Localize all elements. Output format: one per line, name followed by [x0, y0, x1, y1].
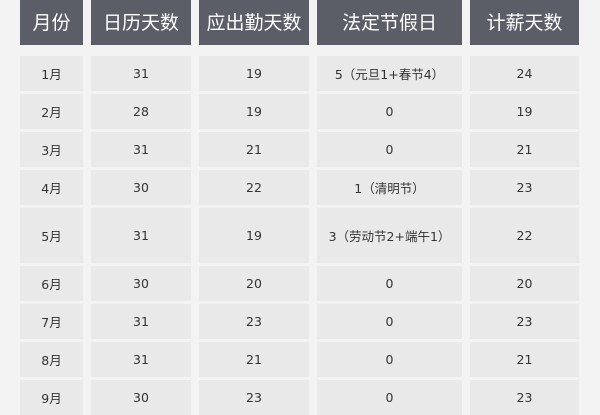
- cell-paid-days: 20: [470, 266, 579, 301]
- cell-calendar-days: 30: [91, 170, 191, 205]
- cell-required-workdays: 20: [199, 266, 309, 301]
- cell-paid-days: 23: [470, 170, 579, 205]
- cell-calendar-days: 30: [91, 380, 191, 415]
- cell-required-workdays: 19: [199, 56, 309, 91]
- cell-required-workdays: 19: [199, 94, 309, 129]
- header-month: 月份: [20, 0, 83, 45]
- cell-month: 1月: [20, 56, 83, 91]
- header-required-workdays: 应出勤天数: [199, 0, 309, 45]
- header-paid-days: 计薪天数: [470, 0, 579, 45]
- cell-legal-holidays: 0: [317, 342, 462, 377]
- cell-month: 6月: [20, 266, 83, 301]
- cell-calendar-days: 31: [91, 342, 191, 377]
- cell-legal-holidays: 1（清明节）: [317, 170, 462, 205]
- cell-paid-days: 21: [470, 132, 579, 167]
- cell-required-workdays: 23: [199, 304, 309, 339]
- cell-legal-holidays: 0: [317, 132, 462, 167]
- cell-required-workdays: 21: [199, 132, 309, 167]
- header-legal-holidays: 法定节假日: [317, 0, 462, 45]
- cell-required-workdays: 22: [199, 170, 309, 205]
- cell-required-workdays: 23: [199, 380, 309, 415]
- cell-legal-holidays: 0: [317, 304, 462, 339]
- cell-paid-days: 21: [470, 342, 579, 377]
- cell-calendar-days: 31: [91, 208, 191, 263]
- header-calendar-days: 日历天数: [91, 0, 191, 45]
- cell-calendar-days: 31: [91, 56, 191, 91]
- cell-calendar-days: 31: [91, 132, 191, 167]
- cell-required-workdays: 21: [199, 342, 309, 377]
- cell-paid-days: 22: [470, 208, 579, 263]
- cell-month: 7月: [20, 304, 83, 339]
- cell-paid-days: 23: [470, 304, 579, 339]
- cell-month: 3月: [20, 132, 83, 167]
- cell-month: 2月: [20, 94, 83, 129]
- salary-days-table: 月份 日历天数 应出勤天数 法定节假日 计薪天数 1月 31 19 5（元旦1+春节4） 24 2月…: [20, 0, 579, 415]
- cell-legal-holidays: 3（劳动节2+端午1）: [317, 208, 462, 263]
- cell-legal-holidays: 0: [317, 266, 462, 301]
- cell-month: 5月: [20, 208, 83, 263]
- cell-required-workdays: 19: [199, 208, 309, 263]
- cell-paid-days: 24: [470, 56, 579, 91]
- cell-paid-days: 23: [470, 380, 579, 415]
- cell-legal-holidays: 5（元旦1+春节4）: [317, 56, 462, 91]
- cell-calendar-days: 28: [91, 94, 191, 129]
- cell-month: 4月: [20, 170, 83, 205]
- cell-month: 8月: [20, 342, 83, 377]
- cell-calendar-days: 31: [91, 304, 191, 339]
- cell-legal-holidays: 0: [317, 380, 462, 415]
- cell-legal-holidays: 0: [317, 94, 462, 129]
- cell-month: 9月: [20, 380, 83, 415]
- cell-calendar-days: 30: [91, 266, 191, 301]
- cell-paid-days: 19: [470, 94, 579, 129]
